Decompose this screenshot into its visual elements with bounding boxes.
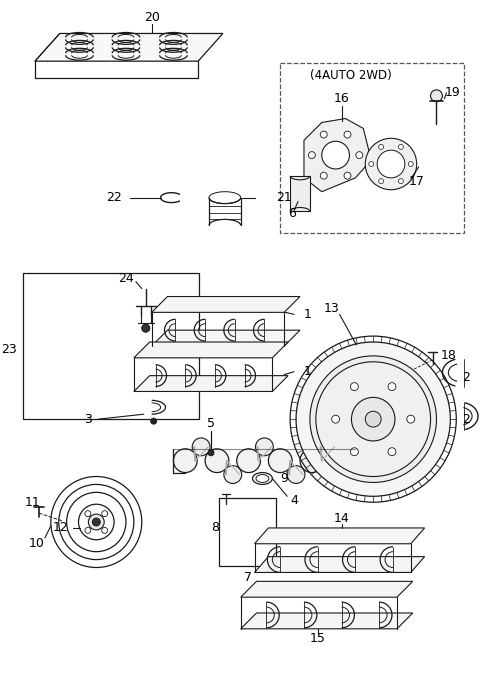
Polygon shape — [254, 528, 425, 544]
Text: 1: 1 — [304, 308, 312, 321]
Text: 2: 2 — [462, 371, 470, 384]
Circle shape — [365, 411, 381, 427]
Text: 1: 1 — [304, 365, 312, 378]
Circle shape — [310, 356, 436, 482]
Text: 9: 9 — [280, 472, 288, 485]
Circle shape — [92, 518, 100, 526]
Text: 14: 14 — [334, 512, 349, 524]
Text: 8: 8 — [211, 522, 219, 535]
Circle shape — [237, 449, 261, 473]
Text: 20: 20 — [144, 11, 160, 24]
Circle shape — [142, 324, 150, 332]
Polygon shape — [152, 330, 300, 346]
Circle shape — [356, 151, 363, 158]
Text: 12: 12 — [53, 522, 69, 535]
Text: 3: 3 — [84, 413, 92, 426]
Circle shape — [320, 172, 327, 179]
Circle shape — [431, 90, 443, 102]
Text: 18: 18 — [441, 350, 456, 363]
Circle shape — [255, 438, 273, 455]
Text: 2: 2 — [462, 413, 470, 426]
Circle shape — [398, 144, 403, 149]
Circle shape — [287, 466, 305, 484]
Bar — [280, 63, 464, 233]
Circle shape — [398, 179, 403, 184]
Text: (4AUTO 2WD): (4AUTO 2WD) — [310, 69, 392, 81]
Circle shape — [379, 179, 384, 184]
Circle shape — [332, 415, 339, 423]
Circle shape — [224, 466, 241, 484]
Circle shape — [208, 450, 214, 455]
Circle shape — [365, 138, 417, 190]
Circle shape — [344, 131, 351, 138]
Circle shape — [320, 131, 327, 138]
Circle shape — [322, 141, 349, 169]
Text: 5: 5 — [207, 417, 215, 429]
Circle shape — [369, 162, 374, 166]
Circle shape — [332, 449, 355, 473]
Circle shape — [319, 438, 336, 455]
Bar — [23, 273, 199, 419]
Circle shape — [102, 528, 108, 533]
Circle shape — [151, 418, 156, 424]
Circle shape — [102, 510, 108, 517]
Circle shape — [351, 398, 395, 441]
Polygon shape — [134, 376, 288, 391]
Circle shape — [205, 449, 229, 473]
Circle shape — [344, 172, 351, 179]
Circle shape — [85, 528, 91, 533]
Polygon shape — [240, 613, 413, 629]
Text: 13: 13 — [324, 302, 339, 315]
Circle shape — [173, 449, 197, 473]
Bar — [219, 498, 276, 566]
Polygon shape — [254, 557, 425, 572]
Circle shape — [379, 144, 384, 149]
Text: 16: 16 — [334, 92, 349, 105]
Circle shape — [350, 448, 359, 455]
Circle shape — [408, 162, 413, 166]
Text: 21: 21 — [276, 191, 292, 204]
Text: 10: 10 — [29, 537, 45, 550]
Circle shape — [388, 448, 396, 455]
Polygon shape — [304, 118, 371, 192]
Bar — [290, 176, 310, 211]
Text: 4: 4 — [290, 494, 298, 507]
Text: 6: 6 — [288, 207, 296, 220]
Circle shape — [296, 342, 450, 496]
Circle shape — [316, 362, 431, 477]
Circle shape — [85, 510, 91, 517]
Circle shape — [407, 415, 415, 423]
Circle shape — [309, 151, 315, 158]
Text: 23: 23 — [1, 343, 17, 356]
Circle shape — [377, 150, 405, 178]
Circle shape — [88, 514, 104, 530]
Polygon shape — [134, 342, 288, 358]
Text: 24: 24 — [118, 272, 134, 286]
Text: 19: 19 — [444, 86, 460, 99]
Text: 17: 17 — [409, 175, 425, 189]
Polygon shape — [35, 34, 223, 61]
Circle shape — [388, 383, 396, 391]
Circle shape — [300, 449, 324, 473]
Polygon shape — [240, 581, 413, 597]
Text: 15: 15 — [310, 632, 326, 645]
Polygon shape — [152, 297, 300, 312]
Circle shape — [268, 449, 292, 473]
Circle shape — [192, 438, 210, 455]
Circle shape — [350, 383, 359, 391]
Text: 22: 22 — [106, 191, 122, 204]
Text: 11: 11 — [25, 496, 41, 508]
Text: 7: 7 — [243, 571, 252, 584]
